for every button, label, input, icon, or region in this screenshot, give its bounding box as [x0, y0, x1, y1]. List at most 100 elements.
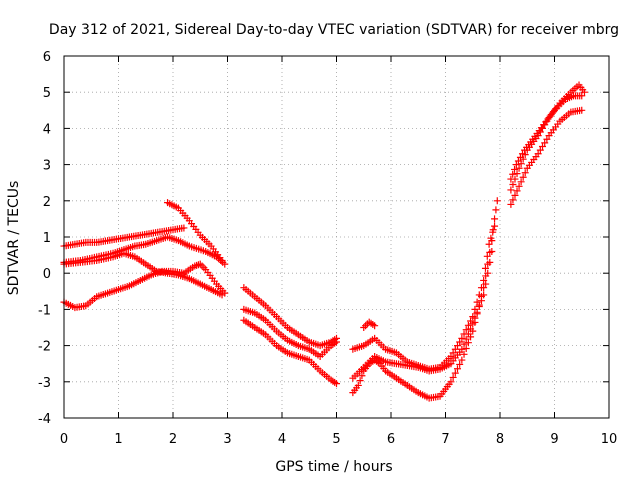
data-point	[456, 360, 464, 368]
data-point	[464, 330, 472, 338]
data-point	[221, 260, 229, 268]
x-tick-label: 5	[332, 432, 340, 447]
data-point	[539, 143, 547, 150]
y-tick-label: -1	[38, 303, 51, 318]
data-point	[218, 257, 226, 265]
data-point	[483, 252, 491, 260]
data-point	[515, 182, 523, 190]
data-point	[511, 175, 519, 183]
data-point	[492, 206, 500, 214]
data-point	[539, 124, 547, 132]
y-axis-label: SDTVAR / TECUs	[6, 181, 22, 296]
data-point	[536, 146, 544, 154]
data-point	[447, 378, 455, 386]
data-point	[507, 186, 515, 194]
data-point	[534, 150, 542, 158]
series-arc-11	[349, 247, 496, 382]
y-axis-ticks: -4 -3 -2 -1 0 1 2 3 4 5 6	[38, 50, 609, 427]
data-point	[462, 326, 470, 334]
x-tick-label: 2	[169, 432, 177, 447]
data-point	[477, 284, 485, 292]
data-point	[534, 132, 542, 140]
chart-title: Day 312 of 2021, Sidereal Day-to-day VTE…	[49, 22, 619, 38]
data-point	[511, 165, 519, 173]
x-tick-label: 4	[278, 432, 286, 447]
x-axis-ticks: 0 1 2 3 4 5 6 7 8 9 10	[60, 56, 617, 447]
x-tick-label: 1	[114, 432, 122, 447]
data-point	[485, 240, 493, 248]
series-arc-4	[60, 260, 229, 312]
y-tick-label: 0	[43, 267, 51, 282]
data-point	[515, 164, 523, 172]
y-tick-label: 1	[43, 231, 51, 246]
data-series	[60, 81, 588, 402]
y-tick-label: -2	[38, 340, 51, 355]
data-point	[475, 303, 483, 311]
data-point	[513, 170, 521, 178]
data-point	[543, 135, 551, 143]
x-tick-label: 10	[601, 432, 618, 447]
data-point	[481, 264, 489, 272]
data-point	[453, 365, 461, 373]
data-point	[221, 289, 229, 297]
data-point	[519, 173, 527, 181]
data-point	[536, 128, 544, 136]
data-point	[453, 342, 461, 350]
x-tick-label: 3	[223, 432, 231, 447]
data-point	[451, 345, 459, 353]
data-point	[488, 247, 496, 255]
series-arc-12	[360, 318, 379, 331]
y-tick-label: 5	[43, 86, 51, 101]
series-arc-7	[240, 305, 340, 360]
data-point	[509, 170, 517, 178]
data-point	[491, 222, 499, 230]
y-tick-label: 2	[43, 195, 51, 210]
data-point	[480, 291, 488, 299]
data-point	[469, 320, 477, 328]
data-point	[451, 369, 459, 377]
data-point	[578, 106, 586, 114]
data-point	[517, 178, 525, 186]
data-point	[509, 181, 517, 189]
x-tick-label: 7	[441, 432, 449, 447]
x-axis-label: GPS time / hours	[275, 459, 392, 475]
data-point	[371, 322, 379, 330]
data-point	[460, 340, 468, 348]
data-point	[356, 377, 364, 385]
y-tick-label: -4	[38, 412, 51, 427]
data-point	[491, 215, 499, 223]
y-tick-label: 3	[43, 159, 51, 174]
data-point	[462, 344, 470, 352]
data-point	[458, 345, 466, 353]
data-point	[482, 280, 490, 288]
data-point	[458, 356, 466, 364]
data-point	[449, 373, 457, 381]
data-point	[484, 269, 492, 277]
data-point	[541, 139, 549, 147]
y-tick-label: 6	[43, 50, 51, 65]
data-point	[464, 321, 472, 329]
data-point	[511, 191, 519, 199]
data-point	[521, 151, 529, 159]
series-arc-14	[507, 106, 586, 208]
data-point	[521, 169, 529, 177]
series-arc-1	[60, 224, 188, 250]
series-arc-6	[240, 284, 340, 350]
data-point	[333, 380, 340, 388]
data-point	[473, 308, 481, 316]
data-point	[473, 298, 481, 306]
y-tick-label: 4	[43, 122, 51, 137]
data-point	[543, 117, 551, 125]
data-point	[447, 352, 455, 360]
data-point	[512, 161, 520, 169]
data-point	[580, 88, 588, 96]
data-point	[449, 349, 457, 357]
data-point	[493, 197, 501, 205]
data-point	[507, 200, 515, 208]
x-tick-label: 6	[387, 432, 395, 447]
data-point	[456, 338, 464, 346]
x-tick-label: 8	[496, 432, 504, 447]
data-point	[354, 381, 362, 389]
